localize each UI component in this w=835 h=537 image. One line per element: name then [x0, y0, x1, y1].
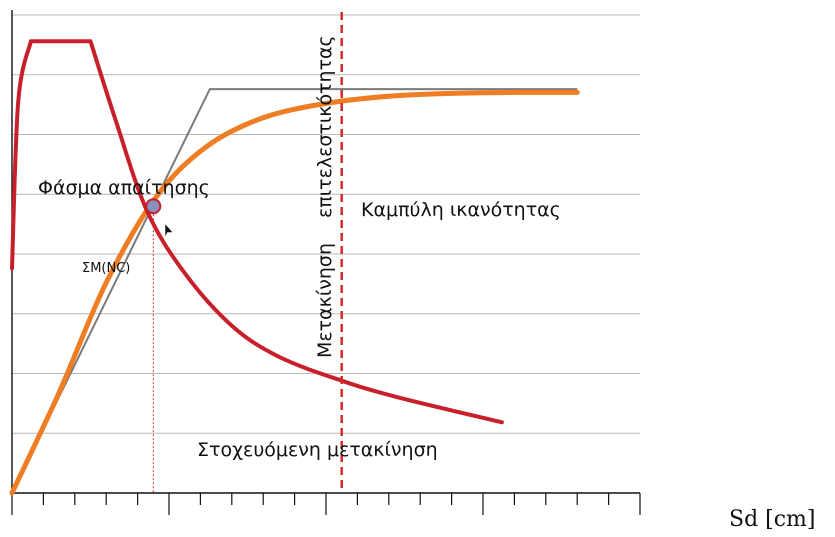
grid-lines [12, 14, 640, 434]
demand-spectrum-label: Φάσμα απαίτησης [38, 177, 210, 199]
limit-line-label-1: Μετακίνηση [314, 243, 336, 358]
performance-point-marker [145, 198, 162, 215]
limit-line-label-2: επιτελεστικότητας [314, 35, 336, 218]
target-displacement-label: Στοχευόμενη μετακίνηση [197, 439, 438, 461]
capacity-curve-label: Καμπύλη ικανότητας [361, 199, 561, 221]
performance-point-label: ΣΜ(NC) [82, 261, 130, 276]
x-axis-ticks [11, 493, 641, 515]
demand-spectrum-series [10, 39, 504, 425]
capacity-curve-series [9, 89, 580, 496]
cursor-arrow-icon [165, 224, 173, 237]
bilinear-capacity-series [11, 88, 578, 494]
x-axis-title: Sd [cm] [729, 507, 816, 532]
